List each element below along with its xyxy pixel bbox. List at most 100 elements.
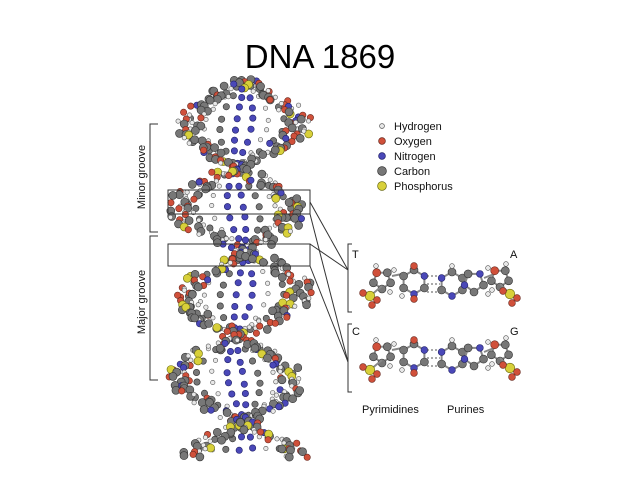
base-pair-carbon-atom: [254, 369, 262, 377]
backbone-hydrogen-atom: [223, 236, 229, 242]
bond-line: [483, 347, 495, 353]
ring-carbon-atom: [500, 266, 510, 276]
purines-label: Purines: [447, 404, 485, 416]
ring-carbon-atom: [420, 357, 429, 367]
adenine-letter: A: [510, 249, 518, 261]
ring-carbon-atom: [463, 269, 473, 279]
base-pair-hydrogen-atom: [274, 436, 280, 442]
backbone-carbon-atom: [213, 238, 222, 247]
backbone-carbon-atom: [179, 451, 189, 460]
oxygen-atom: [373, 296, 381, 304]
backbone-oxygen-atom: [190, 195, 198, 203]
oxygen-atom: [508, 373, 516, 381]
backbone-nitrogen-atom: [180, 364, 188, 372]
backbone-carbon-atom: [211, 266, 221, 276]
hydrogen-atom: [391, 267, 397, 273]
hydrogen-atom: [391, 341, 397, 347]
hydrogen-atom: [485, 291, 491, 297]
backbone-nitrogen-atom: [207, 406, 215, 414]
backbone-carbon-atom: [250, 343, 260, 353]
backbone-oxygen-atom: [187, 102, 195, 110]
backbone-oxygen-atom: [197, 114, 205, 122]
backbone-hydrogen-atom: [213, 178, 219, 184]
backbone-carbon-atom: [196, 121, 206, 131]
phosphorus-legend-swatch: [377, 181, 387, 191]
backbone-hydrogen-atom: [287, 228, 293, 234]
backbone-carbon-atom: [258, 258, 268, 267]
base-pair-nitrogen-atom: [242, 226, 250, 234]
base-pair-carbon-atom: [278, 280, 286, 288]
base-pair-nitrogen-atom: [238, 433, 246, 441]
major-groove-label: Major groove: [136, 270, 148, 334]
backbone-hydrogen-atom: [196, 231, 202, 237]
at-base-pair-detail: [359, 261, 521, 309]
ring-nitrogen-atom: [420, 346, 429, 354]
cytosine-letter: C: [352, 326, 360, 338]
backbone-oxygen-atom: [208, 168, 216, 176]
backbone-carbon-atom: [296, 114, 306, 124]
backbone-carbon-atom: [201, 184, 210, 194]
base-pair-hydrogen-atom: [272, 203, 278, 209]
backbone-carbon-atom: [226, 427, 236, 437]
backbone-hydrogen-atom: [181, 287, 187, 293]
ring-carbon-atom: [469, 287, 479, 297]
backbone-phosphorus-atom: [193, 356, 203, 366]
carbon-legend-swatch: [377, 166, 387, 176]
backbone-carbon-atom: [288, 394, 298, 404]
backbone-hydrogen-atom: [189, 120, 195, 126]
backbone-carbon-atom: [302, 300, 311, 310]
ring-nitrogen-atom: [460, 281, 469, 289]
backbone-oxygen-atom: [167, 199, 175, 207]
backbone-hydrogen-atom: [267, 177, 273, 183]
backbone-nitrogen-atom: [266, 139, 274, 147]
backbone-carbon-atom: [217, 435, 226, 445]
backbone-hydrogen-atom: [175, 118, 181, 124]
base-pair-carbon-atom: [251, 192, 259, 200]
backbone-hydrogen-atom: [263, 237, 269, 243]
backbone-carbon-atom: [193, 282, 203, 292]
major-groove-bracket: [149, 235, 158, 381]
base-pair-nitrogen-atom: [236, 269, 244, 277]
base-pair-carbon-atom: [218, 115, 226, 123]
at-detail-bracket: [347, 243, 352, 313]
backbone-nitrogen-atom: [195, 178, 203, 186]
base-pair-nitrogen-atom: [238, 94, 246, 102]
backbone-oxygen-atom: [266, 96, 274, 104]
base-pair-hydrogen-atom: [260, 268, 266, 274]
backbone-hydrogen-atom: [293, 119, 299, 125]
backbone-carbon-atom: [191, 126, 200, 135]
hydrogen-atom: [503, 335, 509, 341]
ring-nitrogen-atom: [448, 366, 456, 374]
ring-carbon-atom: [382, 342, 392, 352]
phosphorus-atom: [364, 364, 376, 376]
ring-carbon-atom: [399, 283, 408, 293]
base-pair-nitrogen-atom: [235, 103, 243, 111]
base-pair-nitrogen-atom: [241, 313, 249, 321]
base-pair-hydrogen-atom: [270, 369, 276, 375]
oxygen-atom: [513, 294, 521, 302]
backbone-carbon-atom: [203, 309, 213, 319]
backbone-phosphorus-atom: [194, 349, 203, 358]
backbone-carbon-atom: [298, 447, 307, 457]
hydrogen-atom: [399, 293, 405, 299]
backbone-hydrogen-atom: [292, 303, 298, 309]
base-pair-nitrogen-atom: [242, 236, 250, 244]
hydrogen-atom: [449, 263, 455, 269]
backbone-oxygen-atom: [180, 108, 188, 116]
ring-carbon-atom: [504, 276, 513, 286]
ring-carbon-atom: [487, 276, 496, 286]
base-pair-hydrogen-atom: [209, 368, 215, 374]
backbone-oxygen-atom: [283, 313, 291, 321]
base-pair-hydrogen-atom: [265, 117, 271, 123]
ring-carbon-atom: [437, 285, 446, 295]
backbone-nitrogen-atom: [297, 215, 305, 223]
oxygen-legend-label: Oxygen: [394, 136, 432, 148]
backbone-carbon-atom: [168, 191, 178, 200]
base-pair-carbon-atom: [255, 389, 263, 397]
backbone-oxygen-atom: [178, 387, 186, 395]
backbone-hydrogen-atom: [277, 368, 283, 374]
ring-carbon-atom: [382, 268, 392, 278]
backbone-hydrogen-atom: [306, 295, 312, 301]
ring-carbon-atom: [399, 271, 408, 281]
backbone-hydrogen-atom: [217, 414, 223, 420]
